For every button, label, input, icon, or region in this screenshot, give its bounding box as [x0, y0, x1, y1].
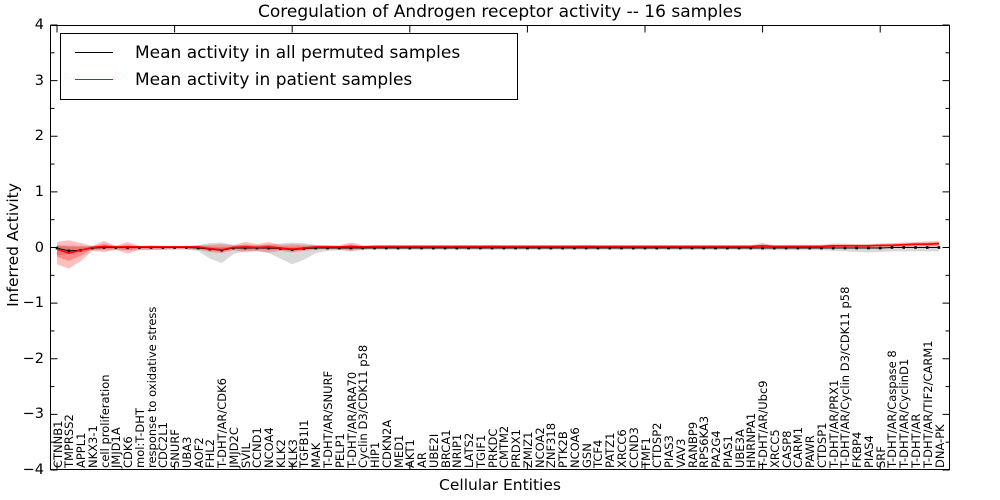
x-tick-label: PELP1	[332, 433, 347, 468]
x-tick-label: CDKN2A	[379, 419, 394, 468]
y-tick-label: 0	[34, 239, 44, 256]
x-tick-label: UBE2I	[426, 433, 441, 468]
line-permuted-mean	[56, 247, 939, 252]
y-tick-label: 4	[34, 17, 44, 33]
line-patient-mean	[56, 242, 940, 254]
legend-label-permuted: Mean activity in all permuted samples	[135, 42, 461, 63]
legend-label-patient: Mean activity in patient samples	[135, 69, 413, 90]
x-axis-label: Cellular Entities	[439, 476, 561, 494]
band-patient-range-outer	[57, 240, 939, 269]
y-tick-label: 2	[34, 128, 44, 145]
legend-entry-patient: Mean activity in patient samples	[61, 66, 517, 93]
x-tick-label: mol:T-DHT	[132, 408, 147, 468]
x-tick-label: NKX3-1	[85, 425, 100, 468]
y-tick-label: 3	[34, 72, 44, 89]
x-tick-label: VAV3	[673, 438, 688, 468]
y-tick-label: 1	[34, 183, 44, 200]
y-tick-label: −1	[22, 295, 44, 312]
legend-line-patient-icon	[75, 79, 113, 80]
x-tick-label: T-DHT/AR/TIF2/CARM1	[920, 340, 935, 468]
x-tick-label: CCND3	[626, 427, 641, 468]
plot-area: CTNNB1 TMPRSS2 APPL1 NKX3-1 cell proliferati…	[50, 24, 950, 471]
chart-canvas	[50, 24, 950, 471]
x-tick-label: PIAS1	[720, 435, 735, 468]
legend: Mean activity in all permuted samples Me…	[60, 33, 518, 100]
y-tick-label: −4	[22, 462, 44, 478]
legend-line-permuted-icon	[75, 52, 113, 53]
chart-title: Coregulation of Androgen receptor activi…	[257, 2, 743, 22]
x-tick-label: DNA-PK	[932, 424, 947, 468]
axes-frame	[50, 25, 950, 470]
y-tick-label: −2	[22, 350, 44, 367]
y-tick-label: −3	[22, 406, 44, 423]
legend-entry-permuted: Mean activity in all permuted samples	[61, 39, 517, 66]
